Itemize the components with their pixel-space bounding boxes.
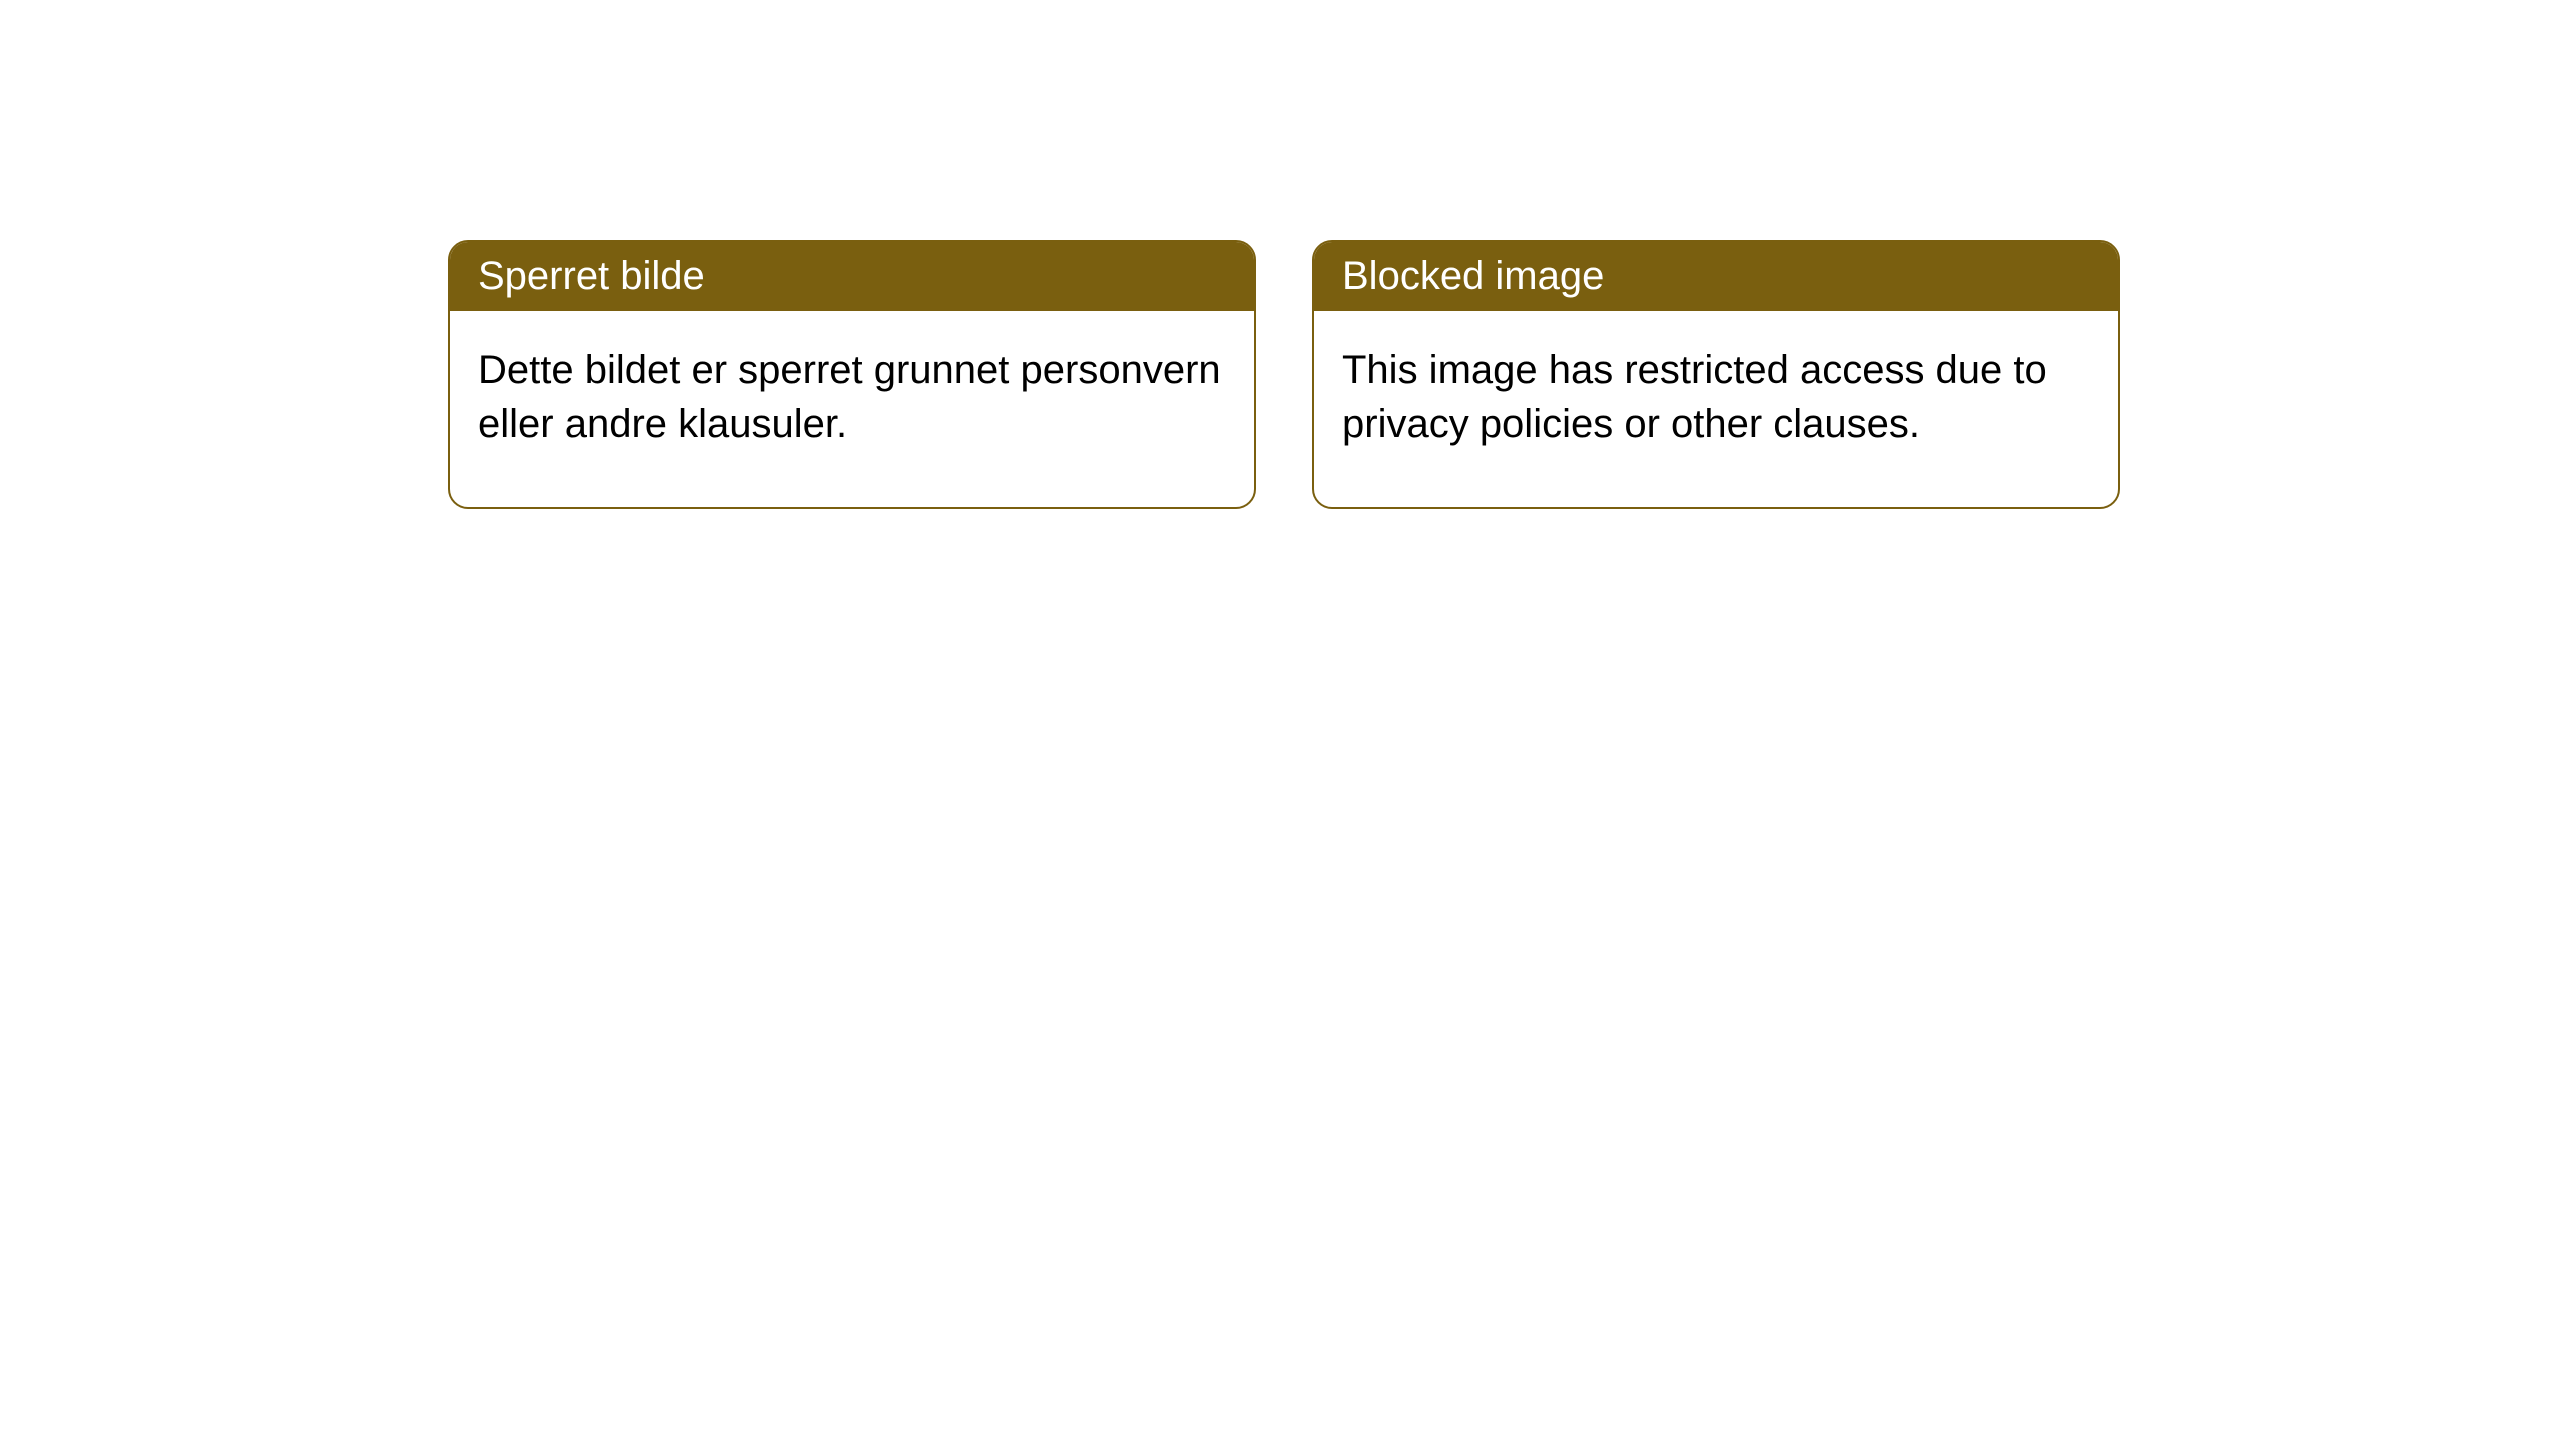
card-title-en: Blocked image xyxy=(1314,242,2118,311)
card-title-no: Sperret bilde xyxy=(450,242,1254,311)
card-body-no: Dette bildet er sperret grunnet personve… xyxy=(450,311,1254,507)
blocked-image-card-en: Blocked image This image has restricted … xyxy=(1312,240,2120,509)
blocked-image-cards: Sperret bilde Dette bildet er sperret gr… xyxy=(448,240,2120,509)
card-body-en: This image has restricted access due to … xyxy=(1314,311,2118,507)
blocked-image-card-no: Sperret bilde Dette bildet er sperret gr… xyxy=(448,240,1256,509)
